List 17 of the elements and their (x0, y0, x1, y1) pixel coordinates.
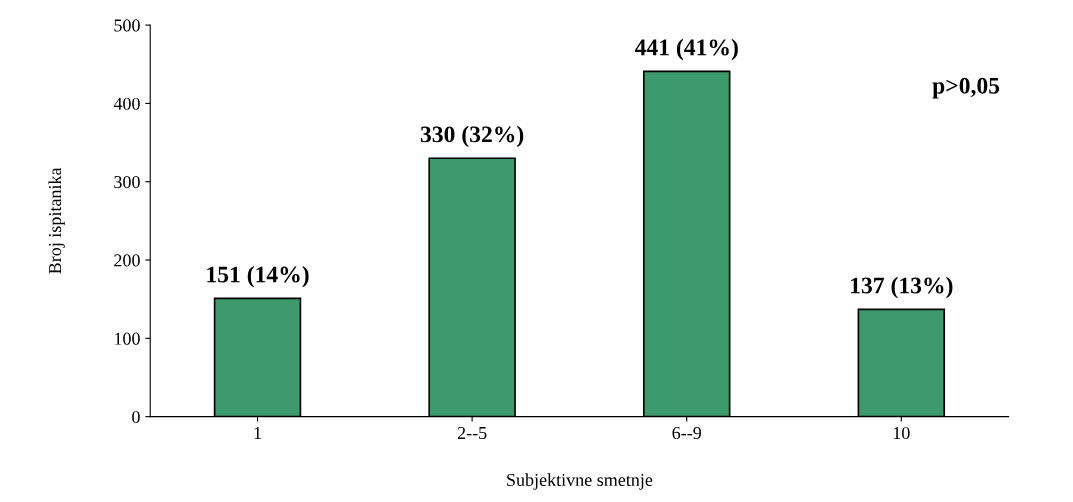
y-tick-label: 500 (114, 19, 140, 32)
y-tick-label: 200 (114, 254, 140, 267)
data-label: 330 (32%) (420, 125, 524, 148)
y-tick-label: 400 (113, 97, 140, 110)
x-tick-label: 6--9 (672, 426, 702, 440)
annotation: p>0,05 (932, 77, 1000, 99)
data-label: 441 (41%) (634, 38, 738, 61)
y-axis-title: Broj ispitanika (48, 167, 65, 274)
x-tick-label: 1 (254, 426, 261, 439)
data-label: 137 (13%) (851, 276, 953, 299)
data-label: 151 (14%) (207, 265, 309, 288)
y-tick-label: 0 (132, 410, 140, 424)
y-tick-label: 300 (114, 175, 140, 189)
y-tick-label: 100 (115, 332, 140, 345)
x-axis-title: Subjektivne smetnje (507, 473, 653, 490)
x-tick-label: 10 (893, 426, 910, 440)
x-tick-label: 2--5 (457, 426, 487, 440)
